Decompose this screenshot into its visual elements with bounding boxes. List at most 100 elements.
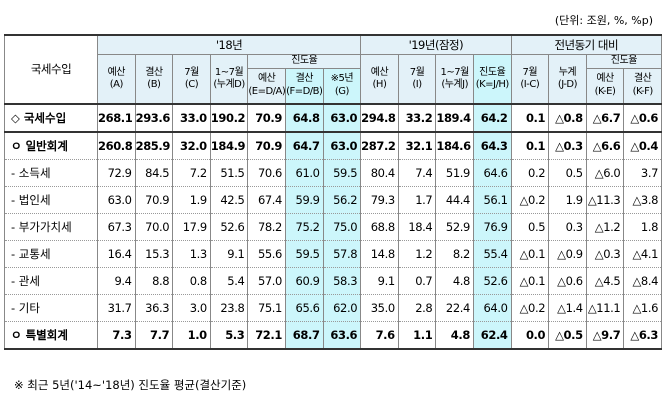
table-row: - 법인세 63.0 70.9 1.9 42.5 67.4 59.9 56.2 79.3 1.7 4… [4, 186, 662, 214]
cell: 59.9 [284, 186, 324, 214]
cell: 1.9 [172, 186, 211, 214]
cell: 189.4 [435, 103, 474, 133]
cell: 14.8 [360, 240, 399, 268]
cell: 67.3 [97, 213, 136, 241]
cell: 190.2 [209, 103, 249, 133]
cell: 55.4 [472, 240, 512, 268]
cell: △0.3 [548, 131, 587, 160]
cell: △0.2 [510, 294, 550, 322]
unit-label: (단위: 조원, %, %p) [554, 14, 653, 27]
cell: 72.9 [97, 159, 136, 187]
cell: 70.9 [134, 186, 174, 214]
group: '18년 [96, 34, 362, 55]
cell: 1.9 [548, 186, 587, 214]
cell: 42.5 [209, 186, 249, 214]
subheader: 진도율 [585, 54, 663, 69]
cell: 0.1 [510, 131, 550, 160]
cell: 65.6 [284, 294, 324, 322]
cell: 63.0 [322, 131, 362, 160]
subheader: 예산 (A) [97, 54, 136, 105]
table-body: ◇ 국세수입 268.1 293.6 33.0 190.2 70.9 64.8 63.0 294… [4, 103, 662, 350]
row-label: ㅇ 특별회계 [4, 321, 98, 350]
cell: 75.2 [284, 213, 324, 241]
subheader: 7월 (C) [172, 54, 211, 105]
cell: △6.7 [585, 103, 625, 133]
cell: 9.1 [360, 267, 399, 295]
row-label: - 소득세 [4, 159, 98, 187]
cell: 44.4 [435, 186, 474, 214]
cell: 184.9 [209, 131, 249, 160]
cell: 0.8 [172, 267, 211, 295]
cell: 64.0 [472, 294, 512, 322]
cell: 32.1 [397, 131, 437, 160]
row-label: ㅇ 일반회계 [4, 131, 98, 160]
subheader: 누계 (J-D) [548, 54, 587, 105]
table-row: ㅇ 일반회계 260.8 285.9 32.0 184.9 70.9 64.7 63.0 287… [4, 131, 662, 160]
cell: 0.7 [397, 267, 437, 295]
cell: 4.8 [435, 267, 474, 295]
cell: △0.1 [510, 267, 550, 295]
cell: △0.6 [548, 267, 587, 295]
cell: △8.4 [623, 267, 662, 295]
cell: 68.8 [360, 213, 399, 241]
cell: 9.1 [209, 240, 249, 268]
cell: 62.4 [472, 321, 512, 350]
cell: 22.4 [435, 294, 474, 322]
subheader: 진도율 [247, 54, 362, 69]
cell: 52.6 [209, 213, 249, 241]
cell: △0.1 [510, 240, 550, 268]
subheader: 7월 (I-C) [510, 54, 550, 105]
cell: 64.2 [472, 103, 512, 133]
cell: 57.8 [322, 240, 362, 268]
cell: 57.0 [247, 267, 286, 295]
subheader: 예산 (H) [360, 54, 399, 105]
cell: 75.1 [247, 294, 286, 322]
cell: 52.9 [435, 213, 474, 241]
cell: △11.1 [585, 294, 625, 322]
cell: △0.6 [623, 103, 662, 133]
cell: △0.3 [585, 240, 625, 268]
row-label: - 관세 [4, 267, 98, 295]
table-row: - 기타 31.7 36.3 3.0 23.8 75.1 65.6 62.0 35.0 2.8 22… [4, 294, 662, 322]
cell: 18.4 [397, 213, 437, 241]
subheader: 예산 (K-E) [585, 67, 625, 105]
footnote: ※ 최근 5년('14~'18년) 진도율 평균(결산기준) [14, 378, 247, 392]
cell: △0.4 [623, 131, 662, 160]
cell: 0.5 [510, 213, 550, 241]
cell: 7.3 [97, 321, 136, 350]
cell: 70.0 [134, 213, 174, 241]
cell: 1.0 [172, 321, 211, 350]
table-row: - 소득세 72.9 84.5 7.2 51.5 70.6 61.0 59.5 80.4 7.4 5… [4, 159, 662, 187]
table-row: - 관세 9.4 8.8 0.8 5.4 57.0 60.9 58.3 9.1 0.7 4.8 52.… [4, 267, 662, 295]
cell: △6.3 [623, 321, 662, 350]
cell: 63.0 [322, 103, 362, 133]
cell: 8.8 [134, 267, 174, 295]
cell: 7.2 [172, 159, 211, 187]
cell: 1.2 [397, 240, 437, 268]
cell: 7.4 [397, 159, 437, 187]
table-row: - 부가가치세 67.3 70.0 17.9 52.6 78.2 75.2 75.0 68.8 1… [4, 213, 662, 241]
cell: △4.5 [585, 267, 625, 295]
row-label: - 교통세 [4, 240, 98, 268]
cell: 1.8 [623, 213, 662, 241]
cell: 23.8 [209, 294, 249, 322]
cell: 35.0 [360, 294, 399, 322]
cell: 8.2 [435, 240, 474, 268]
subheader: 결산 (F=D/B) [284, 67, 324, 105]
cell: 0.0 [510, 321, 550, 350]
cell: 5.3 [209, 321, 249, 350]
cell: 15.3 [134, 240, 174, 268]
cell: 33.2 [397, 103, 437, 133]
cell: △1.4 [548, 294, 587, 322]
cell: 64.8 [284, 103, 324, 133]
cell: 1.1 [397, 321, 437, 350]
cell: 63.0 [97, 186, 136, 214]
cell: 62.0 [322, 294, 362, 322]
cell: 16.4 [97, 240, 136, 268]
cell: 78.2 [247, 213, 286, 241]
row-label: - 부가가치세 [4, 213, 98, 241]
cell: △4.1 [623, 240, 662, 268]
cell: 4.8 [435, 321, 474, 350]
cell: 60.9 [284, 267, 324, 295]
